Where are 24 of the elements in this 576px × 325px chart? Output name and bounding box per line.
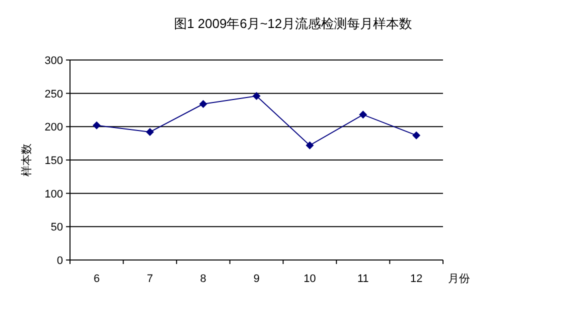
chart-title: 图1 2009年6月~12月流感检测每月样本数 <box>174 16 412 31</box>
y-tick-label: 0 <box>56 255 63 267</box>
x-tick-label: 12 <box>410 273 422 285</box>
point <box>146 128 154 136</box>
y-tick-label: 250 <box>44 88 63 100</box>
point <box>306 141 314 150</box>
point <box>359 110 368 119</box>
y-tick-label: 50 <box>50 222 63 234</box>
point <box>92 121 101 130</box>
point <box>199 100 208 108</box>
x-tick-label: 11 <box>357 273 369 285</box>
x-tick-label: 8 <box>200 273 206 285</box>
x-tick-label: 10 <box>304 273 316 285</box>
y-tick-label: 100 <box>44 188 63 200</box>
point <box>412 131 420 140</box>
x-tick-label: 9 <box>253 273 260 285</box>
y-tick-label: 200 <box>44 122 63 134</box>
y-axis-title: 样本数 <box>20 144 33 176</box>
x-axis-title: 月份 <box>448 273 470 285</box>
point <box>252 92 260 100</box>
y-tick-label: 150 <box>44 155 63 167</box>
x-tick-label: 7 <box>146 273 153 285</box>
y-tick-label: 300 <box>44 55 63 67</box>
x-tick-label: 6 <box>94 273 100 285</box>
